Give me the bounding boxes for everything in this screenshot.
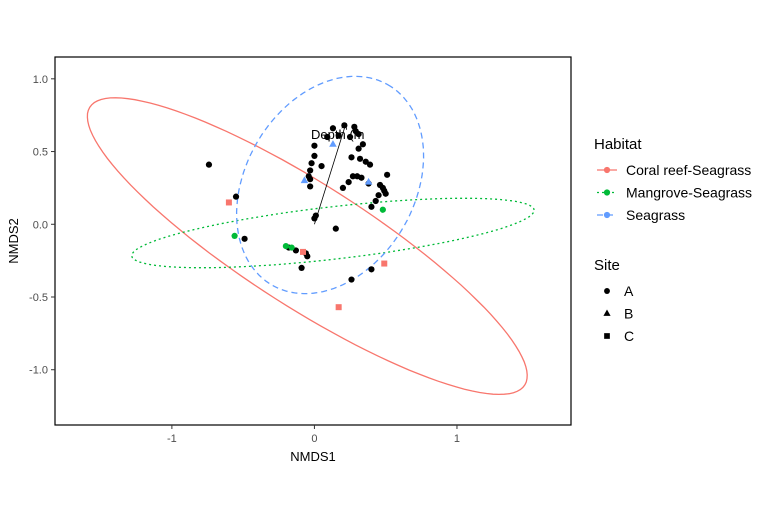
ellipse-seagrass <box>235 75 425 295</box>
point-circle-0-2 <box>324 133 331 141</box>
point-circle-1-1 <box>282 242 290 250</box>
y-tick-label: 1.0 <box>33 74 48 86</box>
point-circle-0-17 <box>308 160 315 167</box>
ellipse-coral-reef-seagrass <box>86 97 528 396</box>
point-circle-0-34 <box>375 192 382 199</box>
legend-key-site-circle <box>604 288 610 294</box>
point-circle-0-36 <box>372 197 379 205</box>
legend-key-point-0 <box>603 166 611 174</box>
habitat-ellipses <box>86 75 535 396</box>
point-circle-0-18 <box>307 167 314 174</box>
y-tick-label: -1.0 <box>29 365 48 377</box>
point-circle-1-0 <box>231 232 238 240</box>
legend-label-site-2: C <box>624 328 634 344</box>
legend-label-site-0: A <box>624 283 634 299</box>
legend-key-site-square <box>604 333 610 339</box>
point-circle-0-24 <box>345 178 352 186</box>
point-circle-0-23 <box>339 184 347 192</box>
point-circle-0-10 <box>359 141 366 148</box>
point-circle-0-41 <box>241 235 248 242</box>
point-circle-1-3 <box>379 206 386 213</box>
x-tick-label: 0 <box>311 433 317 445</box>
point-circle-1-2 <box>288 244 295 251</box>
point-circle-0-47 <box>348 276 355 283</box>
legend-title-habitat: Habitat <box>594 136 642 153</box>
point-circle-0-11 <box>355 145 362 152</box>
point-circle-0-6 <box>346 133 354 141</box>
y-axis-title: NMDS2 <box>6 218 21 264</box>
point-circle-0-46 <box>368 266 375 273</box>
point-circle-0-4 <box>335 132 342 139</box>
point-circle-0-25 <box>349 173 357 180</box>
point-circle-0-13 <box>356 155 364 162</box>
point-square-3-1 <box>381 260 388 267</box>
data-points <box>205 122 391 311</box>
legend: Habitat Site Coral reef-Seagrass Mangrove… <box>594 136 752 344</box>
ellipse-mangrove-seagrass <box>131 197 535 269</box>
x-tick-label: 1 <box>454 433 460 445</box>
legend-label-habitat-0: Coral reef-Seagrass <box>626 162 751 178</box>
legend-label-habitat-1: Mangrove-Seagrass <box>626 185 752 201</box>
point-triangle-2-0 <box>329 140 337 147</box>
x-tick-label: -1 <box>167 433 177 445</box>
x-axis-title: NMDS1 <box>290 449 336 464</box>
vector-line <box>314 123 347 225</box>
point-circle-0-39 <box>332 225 339 232</box>
legend-key-site-triangle <box>603 309 611 316</box>
point-square-3-3 <box>300 248 307 255</box>
legend-title-site: Site <box>594 257 620 274</box>
point-circle-0-1 <box>311 142 318 149</box>
y-tick-label: -0.5 <box>29 292 48 304</box>
point-circle-0-33 <box>384 171 391 178</box>
plot-panel-border <box>54 56 572 426</box>
point-circle-0-3 <box>329 125 337 132</box>
point-circle-0-32 <box>382 190 389 197</box>
point-circle-0-27 <box>358 174 365 181</box>
point-circle-0-35 <box>368 203 375 210</box>
point-circle-0-15 <box>366 161 374 168</box>
point-circle-0-9 <box>355 130 362 138</box>
point-circle-0-45 <box>298 264 305 272</box>
point-circle-0-12 <box>348 154 355 161</box>
point-triangle-2-1 <box>364 177 373 185</box>
legend-label-habitat-2: Seagrass <box>626 207 685 223</box>
legend-key-point-1 <box>603 189 611 196</box>
axes: -1 0 1 -1.0 -0.5 0.0 0.5 1.0 <box>29 74 460 445</box>
point-circle-0-0 <box>205 161 213 168</box>
y-tick-label: 0.0 <box>33 219 48 231</box>
y-tick-label: 0.5 <box>33 147 48 159</box>
point-circle-0-5 <box>341 122 348 129</box>
point-square-3-0 <box>225 199 232 206</box>
point-circle-0-40 <box>232 193 240 200</box>
point-circle-0-16 <box>311 152 318 160</box>
point-square-3-2 <box>335 304 342 311</box>
point-circle-0-22 <box>318 162 325 170</box>
point-circle-0-38 <box>312 212 319 219</box>
legend-label-site-1: B <box>624 306 633 322</box>
point-circle-0-21 <box>307 183 314 190</box>
point-circle-0-20 <box>307 176 314 183</box>
point-triangle-2-2 <box>300 176 309 184</box>
legend-key-point-2 <box>603 211 611 219</box>
